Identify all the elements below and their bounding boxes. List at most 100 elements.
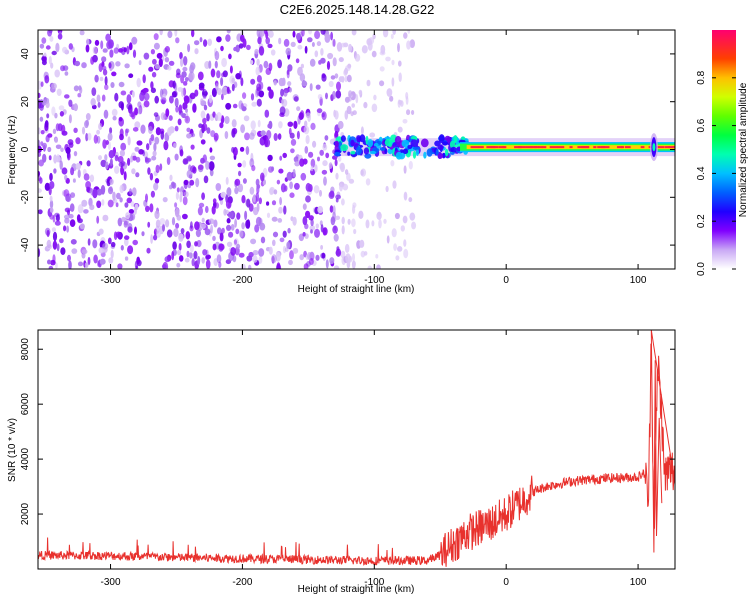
noise-blob <box>305 182 311 192</box>
noise-blob <box>119 197 123 203</box>
noise-blob <box>38 127 41 135</box>
noise-blob <box>136 77 141 88</box>
noise-blob <box>74 60 81 67</box>
noise-blob <box>64 217 70 224</box>
noise-blob <box>108 62 112 69</box>
noise-blob <box>159 218 166 225</box>
noise-blob <box>398 72 402 82</box>
noise-blob <box>166 229 173 238</box>
noise-blob <box>102 242 109 250</box>
noise-blob <box>304 120 308 128</box>
noise-blob <box>264 138 271 148</box>
noise-blob <box>290 148 295 154</box>
noise-blob <box>402 119 408 124</box>
noise-blob <box>177 87 183 92</box>
noise-blob <box>296 32 301 41</box>
noise-blob <box>235 73 242 80</box>
noise-blob <box>283 205 287 215</box>
noise-blob <box>124 63 130 69</box>
noise-blob <box>320 57 326 64</box>
noise-blob <box>44 56 47 63</box>
noise-blob <box>271 254 277 264</box>
noise-blob <box>160 130 165 140</box>
signal-blob <box>359 134 366 143</box>
noise-blob <box>309 58 316 67</box>
noise-blob <box>373 94 377 101</box>
noise-blob <box>40 130 45 135</box>
noise-blob <box>234 218 238 228</box>
noise-blob <box>343 42 349 48</box>
noise-blob <box>154 178 160 184</box>
noise-blob <box>70 239 77 245</box>
noise-blob <box>278 206 283 214</box>
noise-blob <box>78 85 82 91</box>
noise-blob <box>67 254 71 262</box>
noise-blob <box>179 52 183 60</box>
noise-blob <box>64 207 71 213</box>
noise-blob <box>390 33 394 40</box>
noise-blob <box>154 210 160 220</box>
noise-blob <box>268 120 273 130</box>
noise-blob <box>57 33 63 40</box>
noise-blob <box>385 56 391 62</box>
noise-blob <box>313 185 320 194</box>
noise-blob <box>39 43 45 49</box>
noise-blob <box>89 174 95 183</box>
noise-blob <box>266 130 272 140</box>
noise-blob <box>61 167 68 175</box>
noise-blob <box>148 126 153 134</box>
colorbar-ticks: 0.0 0.2 0.4 0.6 0.8 <box>696 70 736 276</box>
noise-blob <box>249 158 255 168</box>
noise-blob <box>204 228 211 236</box>
noise-blob <box>358 89 363 95</box>
noise-blob <box>150 81 154 89</box>
noise-blob <box>335 248 342 257</box>
noise-blob <box>273 133 278 141</box>
noise-blob <box>177 249 182 256</box>
noise-blob <box>49 199 54 209</box>
noise-blob <box>143 52 150 60</box>
signal-core <box>514 146 522 149</box>
y-tick-label: -20 <box>20 190 31 205</box>
noise-blob <box>118 162 124 168</box>
noise-blob <box>118 117 124 127</box>
noise-blob <box>116 192 121 200</box>
noise-blob <box>299 254 305 261</box>
noise-blob <box>77 204 84 214</box>
noise-blob <box>256 75 262 83</box>
noise-blob <box>272 239 276 246</box>
noise-blob <box>132 127 139 132</box>
noise-blob <box>169 184 173 190</box>
noise-blob <box>114 165 120 174</box>
noise-blob <box>69 203 75 212</box>
noise-blob <box>123 220 128 228</box>
noise-blob <box>289 181 293 190</box>
signal-blob <box>420 138 429 148</box>
noise-blob <box>69 219 76 228</box>
noise-blob <box>216 70 221 79</box>
noise-blob <box>186 127 191 133</box>
signal-core <box>525 146 534 149</box>
noise-blob <box>127 157 131 166</box>
noise-blob <box>320 245 323 250</box>
noise-blob <box>52 128 57 134</box>
noise-blob <box>153 182 159 191</box>
noise-blob <box>38 170 41 177</box>
noise-blob <box>46 113 50 119</box>
noise-blob <box>278 168 284 174</box>
noise-blob <box>246 219 251 229</box>
signal-core <box>470 146 479 149</box>
noise-blob <box>68 260 72 269</box>
noise-blob <box>287 227 291 234</box>
noise-blob <box>380 44 386 55</box>
noise-blob <box>167 127 172 137</box>
noise-blob <box>280 183 286 193</box>
noise-blob <box>198 123 203 128</box>
noise-blob <box>317 94 323 100</box>
noise-blob <box>216 87 222 96</box>
noise-blob <box>101 94 106 102</box>
signal-blob <box>350 139 355 147</box>
noise-blob <box>255 66 261 76</box>
noise-blob <box>299 158 305 167</box>
noise-blob <box>125 128 128 137</box>
